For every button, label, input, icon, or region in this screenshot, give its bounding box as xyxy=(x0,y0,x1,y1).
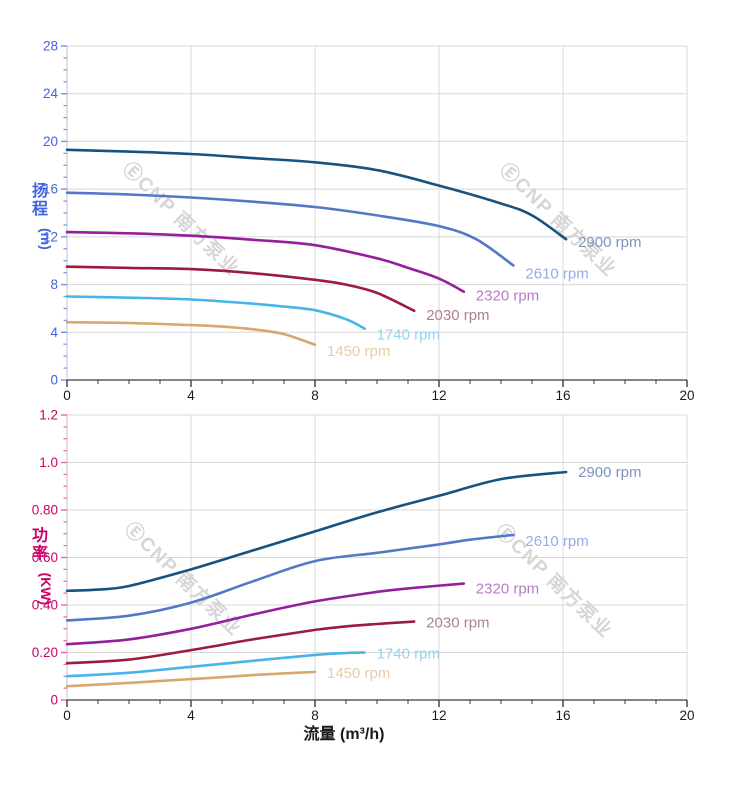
curve-label-1740-rpm: 1740 rpm xyxy=(377,646,440,663)
x-tick-label: 16 xyxy=(555,388,570,403)
y-tick-label: 0 xyxy=(50,693,58,708)
y-tick-label: 8 xyxy=(50,277,58,292)
x-tick-label: 4 xyxy=(187,708,195,723)
y-tick-label: 1.0 xyxy=(39,455,58,470)
curve-label-2320-rpm: 2320 rpm xyxy=(476,288,539,305)
curve-1450-rpm xyxy=(65,320,317,347)
y-tick-label: 0.80 xyxy=(32,503,58,518)
y-tick-label: 28 xyxy=(43,39,58,54)
curve-2030-rpm xyxy=(65,620,416,665)
x-tick-label: 8 xyxy=(311,388,319,403)
y-tick-label: 4 xyxy=(50,325,58,340)
curve-2320-rpm xyxy=(65,582,466,646)
x-tick-label: 12 xyxy=(431,708,446,723)
curve-label-1450-rpm: 1450 rpm xyxy=(327,665,390,682)
power-chart: 0 0.20 0.40 0.60 0.80 1.0 1.2 0 4 8 12 16 20 2900 rpm… xyxy=(32,408,695,744)
curve-label-2900-rpm: 2900 rpm xyxy=(578,464,641,481)
x-axis-title: 流量 (m³/h) xyxy=(304,724,385,743)
curve-label-2320-rpm: 2320 rpm xyxy=(476,581,539,598)
y-tick-label: 16 xyxy=(43,182,58,197)
curve-2320-rpm xyxy=(65,230,466,293)
curve-2900-rpm xyxy=(65,148,568,241)
curve-2610-rpm xyxy=(65,533,515,622)
curve-label-2900-rpm: 2900 rpm xyxy=(578,234,641,251)
y-axis-title-char: 功 xyxy=(32,527,48,545)
curve-label-2030-rpm: 2030 rpm xyxy=(426,615,489,632)
curve-label-1740-rpm: 1740 rpm xyxy=(377,327,440,344)
x-tick-label: 0 xyxy=(63,388,71,403)
y-axis-title-char: 扬 xyxy=(32,181,48,200)
y-axis-ticks: 0 4 8 12 16 20 24 28 xyxy=(43,39,67,388)
x-tick-label: 12 xyxy=(431,388,446,403)
curve-1450-rpm xyxy=(65,670,317,688)
head-chart: 0 4 8 12 16 20 24 28 0 4 8 12 16 20 2900 rpm 2610 rpm 23… xyxy=(32,39,695,404)
x-tick-label: 8 xyxy=(311,708,319,723)
curve-label-2610-rpm: 2610 rpm xyxy=(525,533,588,550)
y-tick-label: 0.40 xyxy=(32,598,58,613)
curve-2030-rpm xyxy=(65,265,416,313)
y-tick-label: 0 xyxy=(50,373,58,388)
curve-label-2610-rpm: 2610 rpm xyxy=(525,265,588,282)
y-axis-title-char: 率 xyxy=(32,544,48,563)
y-tick-label: 12 xyxy=(43,229,58,244)
curve-1740-rpm xyxy=(65,295,366,330)
curve-2900-rpm xyxy=(65,470,568,593)
x-tick-label: 20 xyxy=(679,388,694,403)
x-axis-ticks: 0 4 8 12 16 20 xyxy=(63,700,695,723)
y-tick-label: 24 xyxy=(43,86,59,101)
y-axis-unit: (m) xyxy=(38,228,54,250)
x-tick-label: 20 xyxy=(679,708,694,723)
y-tick-label: 0.20 xyxy=(32,645,58,660)
curve-label-2030-rpm: 2030 rpm xyxy=(426,307,489,324)
x-tick-label: 4 xyxy=(187,388,195,403)
y-axis-ticks: 0 0.20 0.40 0.60 0.80 1.0 1.2 xyxy=(32,408,67,708)
y-tick-label: 0.60 xyxy=(32,550,58,565)
y-axis-title: 扬程 (m) xyxy=(32,181,54,250)
y-tick-label: 20 xyxy=(43,134,58,149)
x-tick-label: 0 xyxy=(63,708,71,723)
y-axis-title: 功率 (KW) xyxy=(32,527,54,606)
y-axis-title-char: 程 xyxy=(32,200,48,218)
x-axis-ticks: 0 4 8 12 16 20 xyxy=(63,380,695,403)
y-tick-label: 1.2 xyxy=(39,408,58,423)
y-axis-unit: (KW) xyxy=(38,573,54,606)
curve-2610-rpm xyxy=(65,191,515,267)
curve-label-1450-rpm: 1450 rpm xyxy=(327,343,390,360)
x-tick-label: 16 xyxy=(555,708,570,723)
curve-1740-rpm xyxy=(65,651,366,678)
